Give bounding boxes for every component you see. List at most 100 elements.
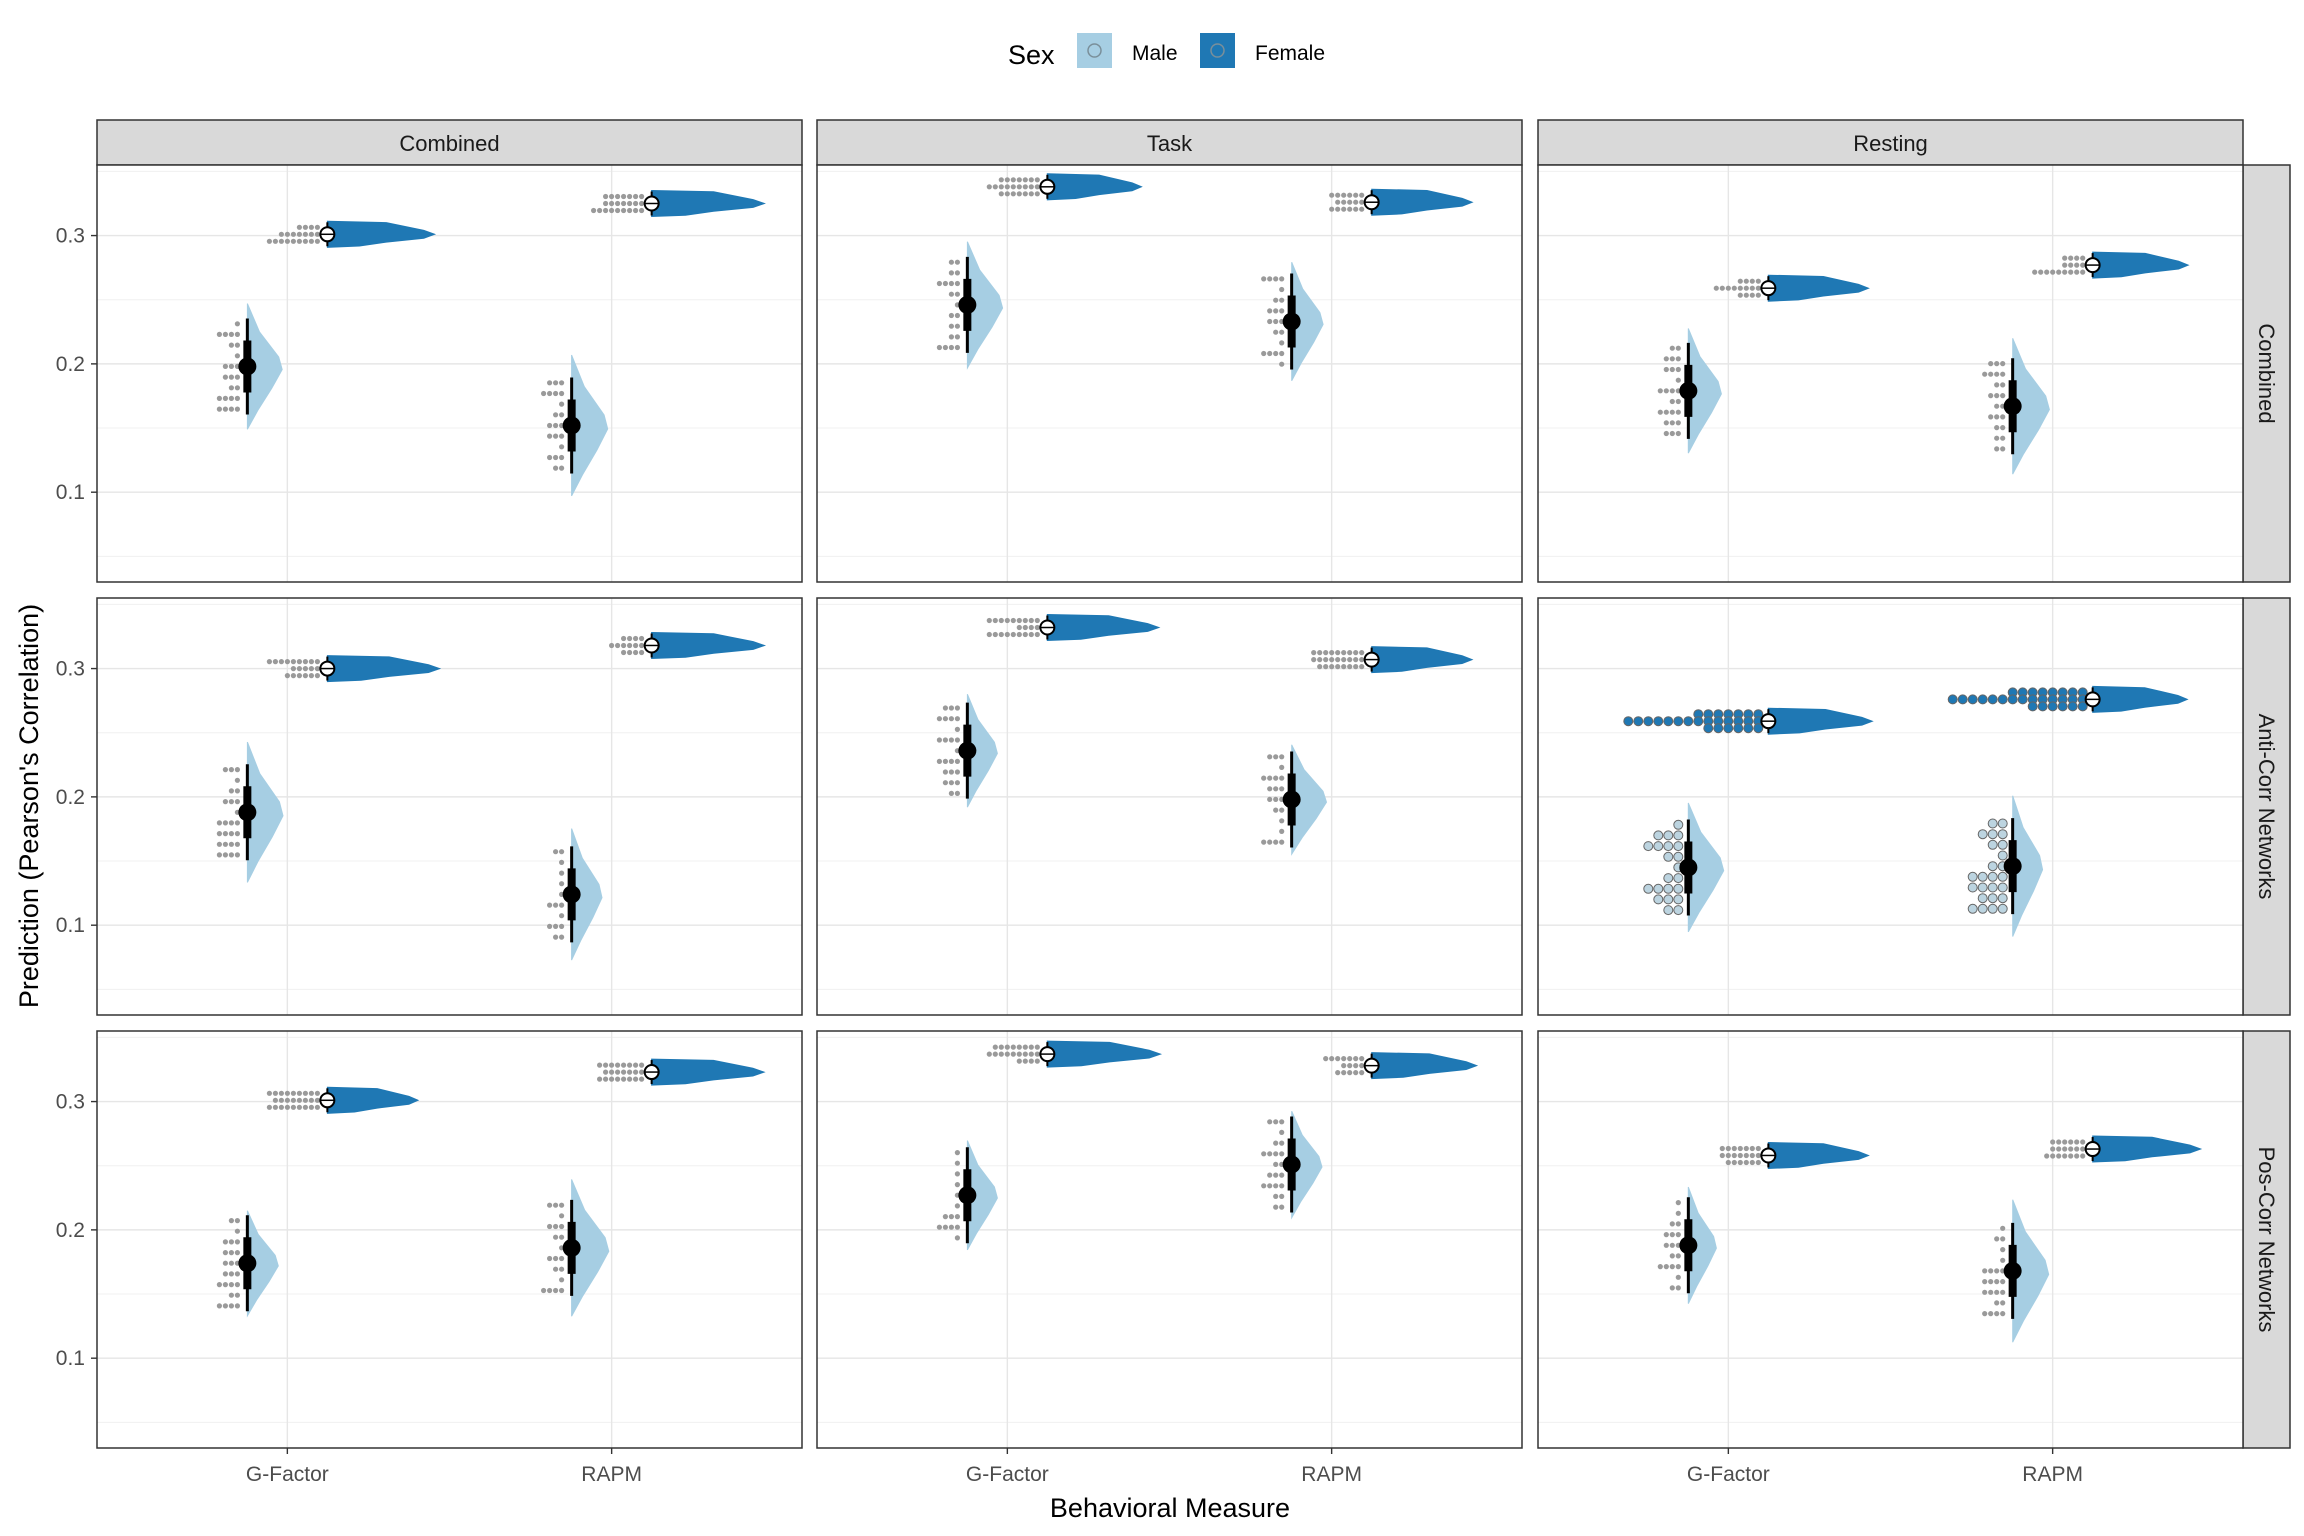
rain-dot xyxy=(936,344,943,351)
rain-dot xyxy=(228,374,234,380)
rain-dot xyxy=(1273,329,1279,335)
rain-dot xyxy=(948,790,955,797)
rain-dot xyxy=(954,1235,961,1241)
rain-dot xyxy=(1994,1236,2000,1242)
rain-dot xyxy=(942,280,949,287)
rain-dot xyxy=(1279,329,1285,335)
rain-dot xyxy=(1022,184,1028,190)
col-strip-label: Combined xyxy=(399,131,499,156)
rain-dot xyxy=(1673,883,1684,894)
density-cloud xyxy=(326,220,437,248)
rain-dot xyxy=(559,859,565,866)
rain-dot xyxy=(2037,701,2048,712)
rain-dot xyxy=(2000,446,2006,452)
rain-dot xyxy=(1977,893,1988,904)
rain-dot xyxy=(603,1076,609,1082)
rain-dot xyxy=(1755,285,1761,291)
rain-dot xyxy=(1669,430,1675,437)
rain-dot xyxy=(954,1150,961,1156)
rain-dot xyxy=(290,1104,296,1110)
density-cloud xyxy=(651,631,767,660)
panel xyxy=(816,164,1523,583)
rain-dot xyxy=(314,666,320,672)
rain-dot xyxy=(553,465,559,471)
rain-dot xyxy=(1669,1264,1675,1270)
panel-background xyxy=(817,1031,1522,1448)
rain-dot xyxy=(2000,371,2006,377)
rain-dot xyxy=(2074,269,2080,275)
rain-dot xyxy=(1034,184,1040,190)
rain-dot xyxy=(272,659,278,665)
rain-dot xyxy=(1317,664,1323,670)
rain-dot xyxy=(1657,388,1663,394)
rain-dot xyxy=(1675,1274,1681,1280)
data-group-female xyxy=(1719,1141,1870,1170)
rain-dot xyxy=(1723,723,1734,734)
rain-dot xyxy=(1273,1172,1279,1178)
data-group-male xyxy=(936,694,998,808)
y-tick-label: 0.1 xyxy=(56,481,85,504)
rain-dot xyxy=(222,363,228,369)
rain-dot xyxy=(1329,206,1335,212)
rain-dot xyxy=(1341,206,1347,212)
rain-dot xyxy=(272,1097,278,1103)
rain-dot xyxy=(954,726,961,733)
rain-dot xyxy=(1267,839,1273,845)
panel xyxy=(1537,1030,2244,1449)
rain-dot xyxy=(1273,350,1279,357)
rain-dot xyxy=(1028,1058,1034,1064)
rain-dot xyxy=(948,291,955,297)
y-tick-label: 0.3 xyxy=(56,658,85,681)
median-point xyxy=(1282,312,1301,331)
rain-dot xyxy=(2080,269,2086,275)
rain-dot xyxy=(216,831,222,837)
rain-dot xyxy=(627,200,633,207)
rain-dot xyxy=(228,395,234,401)
density-cloud xyxy=(2092,685,2189,713)
rain-dot xyxy=(1994,371,2000,377)
rain-dot xyxy=(1347,199,1353,205)
rain-dot xyxy=(1028,191,1034,197)
rain-dot xyxy=(948,705,955,711)
rain-dot xyxy=(1016,191,1022,197)
rain-dot xyxy=(1034,631,1040,638)
rain-dot xyxy=(591,207,597,214)
rain-dot xyxy=(308,1097,314,1103)
rain-dot xyxy=(302,673,308,679)
rain-dot xyxy=(1034,191,1040,197)
density-cloud xyxy=(1046,613,1161,642)
rain-dot xyxy=(296,1090,302,1096)
rain-dot xyxy=(1010,191,1016,197)
rain-dot xyxy=(954,270,961,276)
density-cloud xyxy=(2012,338,2050,475)
rain-dot xyxy=(1977,694,1988,705)
rain-dot xyxy=(553,902,559,908)
rain-dot xyxy=(1737,285,1743,291)
rain-dot xyxy=(1016,1058,1022,1064)
rain-dot xyxy=(234,321,240,327)
rain-dot xyxy=(228,1292,234,1298)
rain-dot xyxy=(1669,1221,1675,1227)
rain-dot xyxy=(1341,192,1347,198)
rain-dot xyxy=(1994,435,2000,441)
rain-dot xyxy=(1353,199,1359,205)
rain-dot xyxy=(1982,371,1988,377)
rain-dot xyxy=(954,769,961,775)
rain-dot xyxy=(1335,192,1341,198)
rain-dot xyxy=(1994,1300,2000,1306)
rain-dot xyxy=(553,1266,559,1272)
rain-dot xyxy=(627,1076,633,1082)
rain-dot xyxy=(2067,701,2078,712)
rain-dot xyxy=(1347,1056,1353,1062)
rain-dot xyxy=(302,1104,308,1110)
rain-dot xyxy=(1663,356,1669,362)
rain-dot xyxy=(948,758,955,765)
rain-dot xyxy=(559,401,565,407)
data-group-female xyxy=(1947,685,2189,713)
rain-dot xyxy=(234,406,240,412)
rain-dot xyxy=(2027,701,2038,712)
rain-dot xyxy=(1988,1289,1994,1295)
density-cloud xyxy=(1767,707,1874,735)
median-point xyxy=(562,1238,581,1257)
rain-dot xyxy=(2000,1300,2006,1306)
